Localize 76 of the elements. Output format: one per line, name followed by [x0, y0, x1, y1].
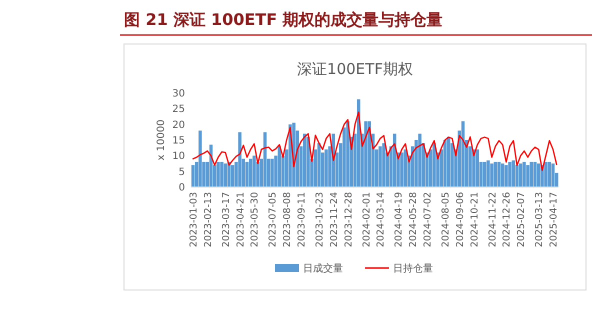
line-series	[192, 111, 558, 172]
bar	[486, 160, 490, 187]
bar	[494, 162, 498, 187]
chart-subtitle: 深证100ETF期权	[297, 60, 413, 78]
bar	[551, 164, 555, 187]
bar	[522, 162, 526, 187]
y-tick-label: 30	[172, 88, 185, 100]
x-tick-label: 2023-09-11	[296, 192, 308, 248]
bar	[364, 121, 368, 187]
x-tick-label: 2024-07-02	[422, 192, 434, 248]
bar	[533, 162, 537, 187]
x-tick-label: 2023-10-23	[314, 192, 326, 248]
x-tick-label: 2023-01-03	[188, 192, 200, 248]
bar	[418, 134, 422, 187]
bar	[191, 165, 195, 187]
y-tick-label: 15	[172, 136, 185, 146]
bar	[238, 132, 242, 187]
bar	[504, 165, 508, 187]
bar	[346, 121, 350, 187]
bar	[518, 164, 522, 187]
y-axis-title: x 10000	[156, 120, 167, 160]
y-tick-label: 20	[172, 120, 185, 131]
bar	[324, 149, 328, 187]
bar	[548, 162, 552, 187]
bar	[245, 162, 249, 187]
x-tick-label: 2023-08-08	[282, 192, 294, 248]
legend-label: 日持仓量	[393, 262, 433, 274]
x-tick-label: 2023-05-30	[250, 192, 261, 248]
x-tick-label: 2024-04-19	[394, 192, 405, 248]
x-tick-label: 2023-04-21	[235, 192, 246, 248]
x-tick-label: 2024-12-26	[502, 192, 513, 248]
y-tick-label: 5	[178, 166, 185, 178]
legend-label: 日成交量	[303, 262, 343, 274]
y-tick-label: 25	[172, 104, 185, 116]
x-tick-label: 2024-08-05	[440, 192, 452, 248]
x-tick-label: 2023-11-24	[328, 192, 340, 248]
bar	[230, 165, 234, 187]
bar	[378, 146, 382, 187]
bar	[270, 158, 274, 187]
bar	[530, 162, 534, 187]
bar	[526, 165, 530, 187]
x-tick-label: 2023-02-13	[202, 192, 214, 248]
bar	[512, 160, 516, 187]
chart-title: 图 21 深证 100ETF 期权的成交量与持仓量	[124, 10, 443, 29]
bar	[482, 162, 486, 187]
bar	[220, 162, 224, 187]
x-tick-label: 2024-05-28	[408, 192, 420, 248]
x-tick-label: 2024-11-22	[487, 192, 498, 248]
x-tick-label: 2024-03-14	[376, 192, 387, 248]
bar	[508, 162, 512, 187]
bar	[252, 156, 256, 187]
x-tick-label: 2024-02-01	[361, 192, 372, 248]
bar	[476, 149, 480, 187]
y-tick-label: 0	[178, 182, 185, 194]
bar	[490, 164, 494, 187]
bar	[544, 162, 548, 187]
bar	[216, 162, 220, 187]
bar	[400, 152, 404, 187]
x-tick-label: 2024-10-21	[469, 192, 480, 248]
bar	[500, 164, 504, 187]
bar	[198, 130, 202, 187]
x-tick-label: 2025-04-17	[548, 192, 560, 248]
x-tick-label: 2023-12-28	[343, 192, 354, 248]
bar	[382, 143, 386, 187]
x-tick-label: 2024-09-06	[454, 192, 466, 248]
bar	[248, 158, 252, 187]
y-tick-label: 10	[172, 151, 185, 162]
bar	[432, 143, 436, 187]
bar	[536, 164, 540, 187]
bar	[497, 162, 501, 187]
bar	[224, 164, 228, 187]
x-tick-label: 2025-03-13	[534, 192, 546, 248]
x-tick-label: 2023-07-05	[268, 192, 279, 248]
x-tick-label: 2023-03-17	[220, 192, 232, 248]
bar	[306, 136, 310, 187]
x-tick-label: 2025-02-07	[516, 192, 528, 248]
